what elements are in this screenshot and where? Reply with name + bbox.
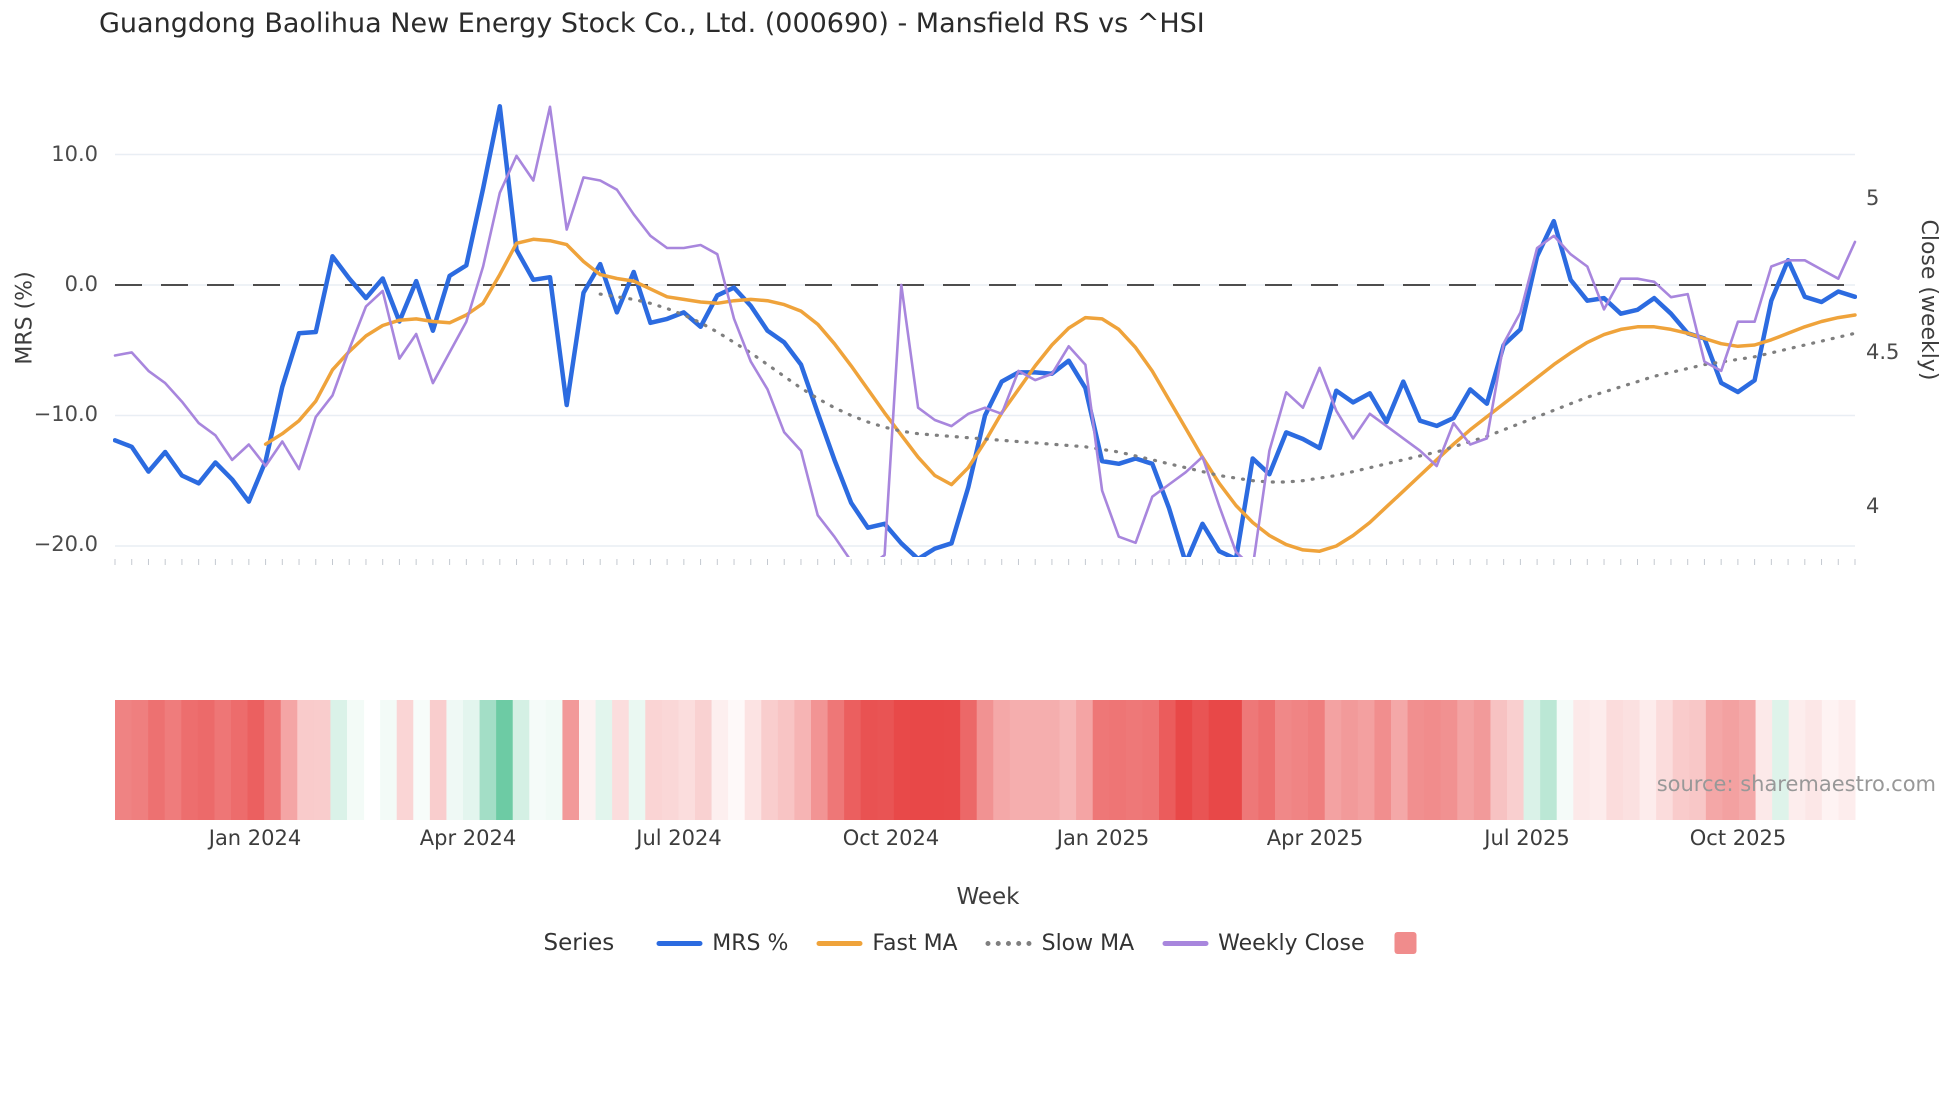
mrs-heat-strip xyxy=(115,700,1856,820)
mrs-line-swatch-icon xyxy=(656,940,703,946)
right-axis-tick: 4.5 xyxy=(1866,340,1900,364)
source-note: source: sharemaestro.com xyxy=(1656,772,1936,796)
left-axis-tick: −10.0 xyxy=(33,402,98,426)
slow-ma-line-swatch-icon xyxy=(985,940,1032,946)
x-axis-tick: Jul 2025 xyxy=(1484,826,1570,850)
left-axis-tick: 10.0 xyxy=(51,142,98,166)
left-axis-tick: −20.0 xyxy=(33,532,98,556)
right-axis-tick: 5 xyxy=(1866,186,1880,210)
heat-strip-swatch-icon[interactable] xyxy=(1394,932,1417,954)
legend: Series MRS % Fast MA Slow MA Weekly Clos… xyxy=(543,930,1417,956)
x-axis-tick: Jan 2025 xyxy=(1056,826,1150,850)
legend-item-label: Fast MA xyxy=(872,930,958,956)
right-axis-tick: 4 xyxy=(1866,494,1880,518)
legend-item-slow-ma[interactable]: Slow MA xyxy=(985,930,1135,956)
x-axis-tick: Oct 2025 xyxy=(1689,826,1787,850)
series-line-slow-ma xyxy=(598,292,1857,484)
legend-title: Series xyxy=(543,930,615,956)
fast-ma-line-swatch-icon xyxy=(816,940,863,946)
left-axis-title: MRS (%) xyxy=(12,271,38,365)
legend-item-weekly-close[interactable]: Weekly Close xyxy=(1162,930,1365,956)
x-axis-tick: Apr 2024 xyxy=(419,826,517,850)
series-line-fast-ma xyxy=(263,237,1857,553)
legend-item-fast-ma[interactable]: Fast MA xyxy=(816,930,958,956)
weekly-close-line-swatch-icon xyxy=(1162,940,1209,946)
x-axis-tick: Jan 2024 xyxy=(208,826,302,850)
legend-item-label: Slow MA xyxy=(1041,930,1135,956)
legend-item-label: Weekly Close xyxy=(1218,930,1365,956)
legend-item-mrs[interactable]: MRS % xyxy=(656,931,788,956)
right-axis-title: Close (weekly) xyxy=(1916,219,1941,381)
x-axis-tick: Apr 2025 xyxy=(1266,826,1364,850)
series-line-mrs- xyxy=(113,104,1857,557)
legend-item-label: MRS % xyxy=(712,930,789,956)
left-axis-tick: 0.0 xyxy=(64,272,98,296)
chart-title: Guangdong Baolihua New Energy Stock Co.,… xyxy=(99,8,1205,39)
series-line-weekly-close xyxy=(113,105,1857,557)
x-axis-title: Week xyxy=(956,884,1020,910)
x-axis-tick: Jul 2024 xyxy=(636,826,722,850)
x-axis-tick: Oct 2024 xyxy=(842,826,940,850)
